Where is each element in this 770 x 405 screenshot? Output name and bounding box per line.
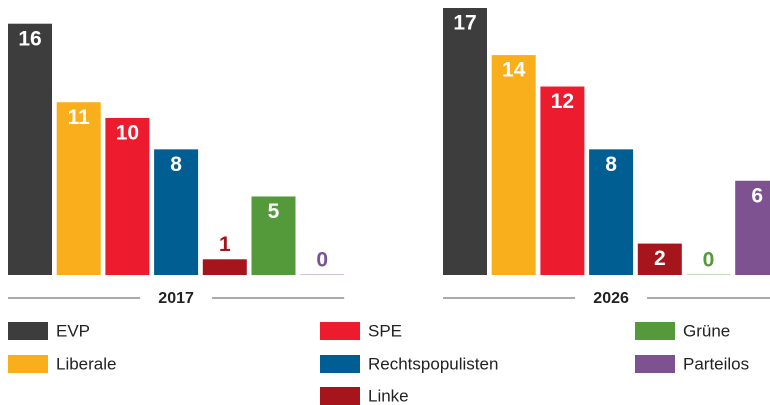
legend-label: Liberale (56, 354, 117, 373)
legend-swatch (320, 322, 360, 340)
data-label: 0 (316, 249, 328, 272)
bar (686, 274, 731, 275)
legend-label: Grüne (683, 321, 730, 340)
data-label: 8 (605, 153, 617, 176)
data-label: 6 (751, 184, 763, 207)
data-label: 5 (268, 200, 280, 223)
legend-swatch (635, 322, 675, 340)
data-label: 8 (170, 153, 182, 176)
bar (491, 55, 536, 275)
bar (56, 102, 101, 275)
bar (154, 149, 199, 275)
bar (540, 86, 585, 275)
bar (251, 196, 296, 275)
data-label: 16 (18, 27, 41, 50)
legend-swatch (320, 355, 360, 373)
bar (589, 149, 634, 275)
bar (300, 274, 345, 275)
legend-label: Parteilos (683, 354, 749, 373)
data-label: 10 (116, 121, 139, 144)
legend-label: EVP (56, 321, 90, 340)
data-label: 17 (453, 12, 476, 35)
bar (8, 23, 52, 275)
legend-swatch (635, 355, 675, 373)
legend-swatch (8, 355, 48, 373)
legend-label: Linke (368, 386, 409, 405)
data-label: 1 (219, 233, 231, 256)
legend-label: Rechtspopulisten (368, 354, 498, 373)
data-label: 0 (703, 249, 715, 272)
bar (735, 180, 770, 275)
bar (637, 243, 682, 275)
group-label: 2017 (158, 290, 194, 307)
legend-swatch (320, 387, 360, 405)
group-label: 2026 (593, 290, 629, 307)
data-label: 11 (68, 106, 91, 129)
bar (443, 8, 487, 275)
legend-swatch (8, 322, 48, 340)
data-label: 2 (654, 247, 666, 270)
bar (202, 259, 247, 275)
legend-label: SPE (368, 321, 402, 340)
data-label: 12 (551, 90, 574, 113)
bar (105, 117, 150, 275)
data-label: 14 (502, 59, 526, 82)
